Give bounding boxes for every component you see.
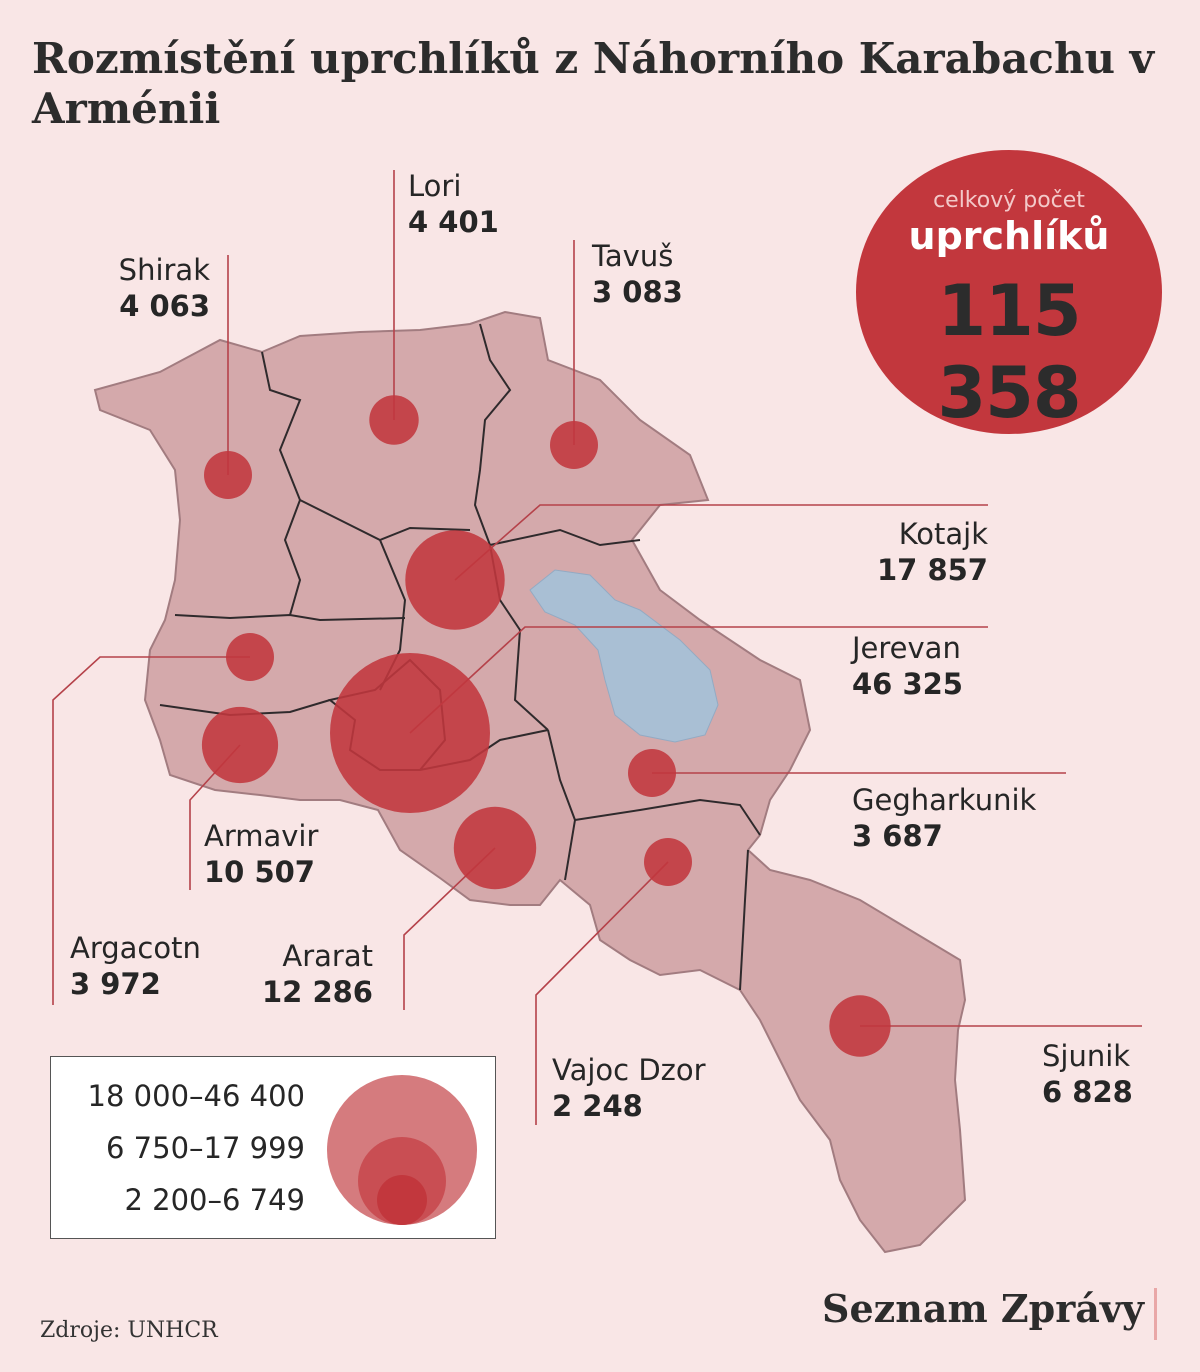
circle-gegharkunik (628, 749, 676, 797)
region-name: Ararat (282, 939, 373, 973)
legend-large-label: 18 000–46 400 (87, 1079, 305, 1113)
label-vajoc-dzor: Vajoc Dzor 2 248 (552, 1052, 706, 1124)
circle-lori (369, 395, 419, 445)
refugee-circles (201, 395, 891, 1057)
label-argacotn: Argacotn 3 972 (70, 930, 201, 1002)
circle-jerevan (330, 653, 490, 813)
circle-vajoc-dzor (644, 838, 692, 886)
source-note: Zdroje: UNHCR (40, 1318, 218, 1343)
region-value: 3 083 (592, 275, 683, 309)
total-subject: uprchlíků (908, 214, 1110, 258)
region-name: Jerevan (852, 631, 961, 665)
map-title: Rozmístění uprchlíků z Náhorního Karabac… (32, 34, 1155, 133)
leader-vajoc (535, 861, 669, 1125)
region-value: 4 063 (119, 289, 210, 323)
legend-small-circle (377, 1175, 427, 1225)
brand-logo: Seznam Zprávy (822, 1286, 1144, 1331)
label-jerevan: Jerevan 46 325 (852, 630, 963, 702)
armenia-outline (93, 310, 967, 1254)
region-name: Kotajk (898, 517, 988, 551)
legend-small-label: 2 200–6 749 (124, 1183, 305, 1217)
leader-argacotn (52, 656, 250, 1005)
label-armavir: Armavir 10 507 (204, 818, 318, 890)
region-value: 4 401 (408, 205, 499, 239)
circle-armavir (201, 706, 279, 784)
circle-sjunik (829, 995, 891, 1057)
circle-argacotn (226, 633, 274, 681)
region-value: 3 972 (70, 967, 161, 1001)
region-value: 46 325 (852, 667, 963, 701)
region-name: Gegharkunik (852, 783, 1037, 817)
label-shirak: Shirak 4 063 (119, 252, 210, 324)
region-name: Argacotn (70, 931, 201, 965)
label-tavus: Tavuš 3 083 (592, 238, 683, 310)
total-value: 115 358 (937, 270, 1081, 434)
legend-medium-label: 6 750–17 999 (106, 1131, 305, 1165)
label-kotajk: Kotajk 17 857 (877, 516, 988, 588)
legend-circles (327, 1075, 477, 1225)
size-legend: 18 000–46 400 6 750–17 999 2 200–6 749 (50, 1056, 496, 1239)
region-value: 6 828 (1042, 1075, 1133, 1109)
label-gegharkunik: Gegharkunik 3 687 (852, 782, 1036, 854)
region-name: Armavir (204, 819, 319, 853)
region-value: 2 248 (552, 1089, 643, 1123)
region-name: Tavuš (592, 239, 674, 273)
leader-ararat (403, 847, 496, 1010)
total-badge: celkový počet uprchlíků 115 358 (856, 150, 1162, 434)
region-value: 17 857 (877, 553, 988, 587)
label-sjunik: Sjunik 6 828 (1042, 1038, 1133, 1110)
region-name: Sjunik (1042, 1039, 1131, 1073)
circle-tavus (550, 421, 598, 469)
total-caption: celkový počet (933, 188, 1085, 213)
circle-shirak (204, 451, 252, 499)
region-value: 10 507 (204, 855, 315, 889)
label-lori: Lori 4 401 (408, 168, 499, 240)
lake-sevan (529, 569, 719, 743)
region-name: Shirak (118, 253, 210, 287)
region-name: Vajoc Dzor (552, 1053, 706, 1087)
region-name: Lori (408, 169, 462, 203)
circle-ararat (453, 806, 537, 890)
region-value: 3 687 (852, 819, 943, 853)
brand-divider (1154, 1288, 1157, 1340)
circle-kotajk (405, 530, 505, 630)
label-ararat: Ararat 12 286 (262, 938, 373, 1010)
region-value: 12 286 (262, 975, 373, 1009)
